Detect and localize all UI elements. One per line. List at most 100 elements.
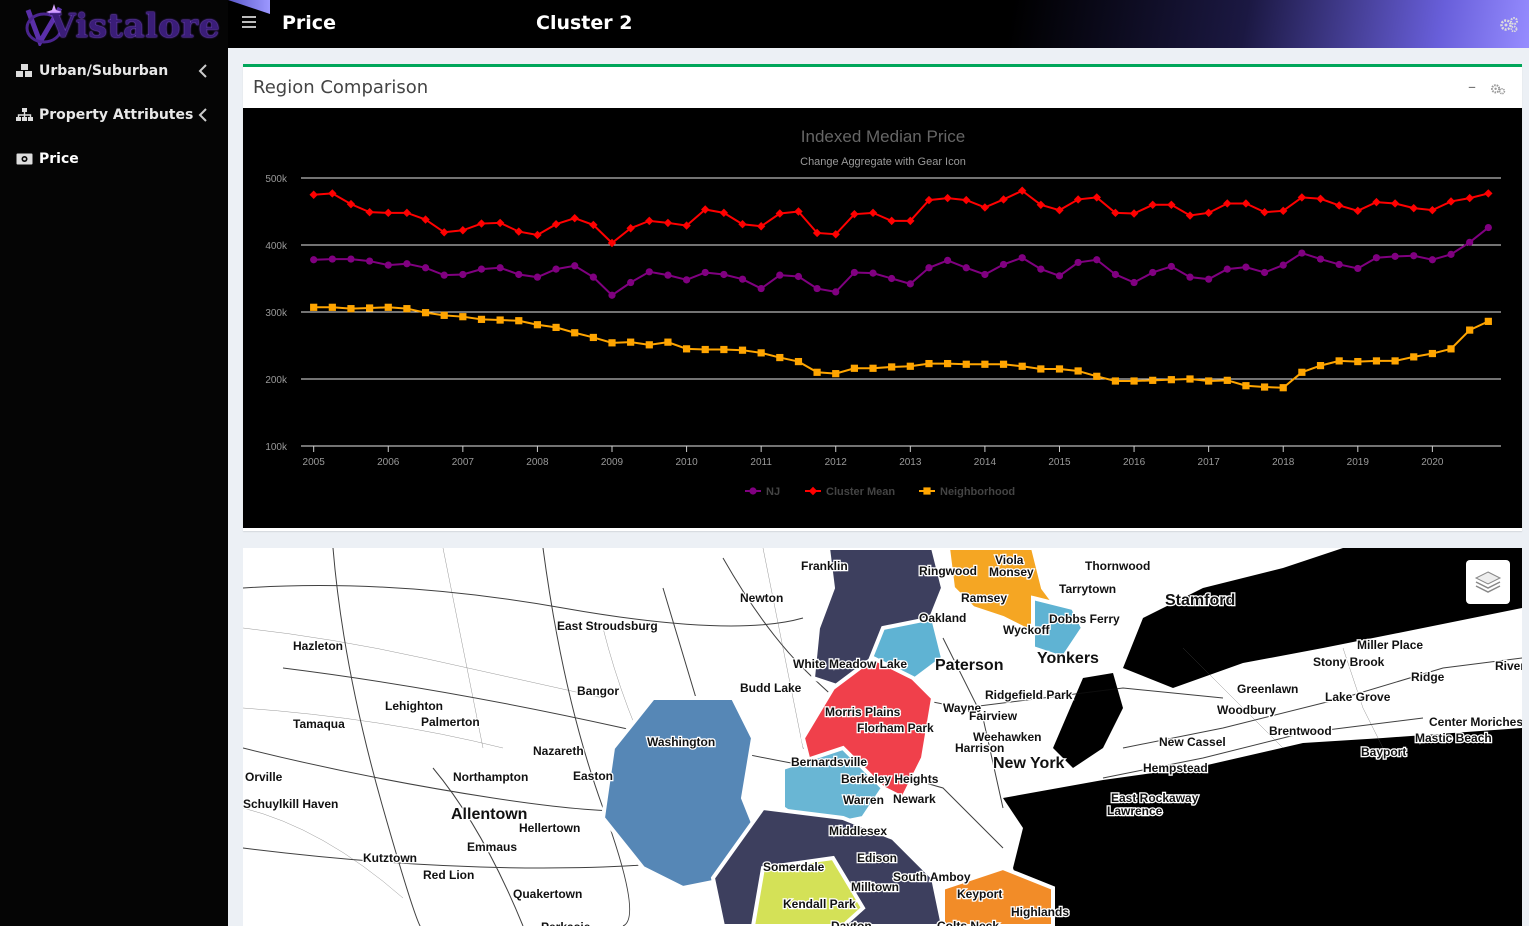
data-point[interactable]	[1484, 223, 1492, 232]
data-point[interactable]	[962, 360, 970, 368]
data-point[interactable]	[384, 261, 392, 269]
data-point[interactable]	[850, 364, 858, 372]
data-point[interactable]	[1390, 199, 1400, 208]
data-point[interactable]	[645, 341, 653, 349]
data-point[interactable]	[1298, 368, 1306, 376]
data-point[interactable]	[1055, 272, 1064, 280]
data-point[interactable]	[1167, 376, 1175, 384]
data-point[interactable]	[551, 220, 561, 229]
data-point[interactable]	[1410, 353, 1418, 361]
sidebar-item-property-attributes[interactable]: Property Attributes	[0, 97, 228, 133]
data-point[interactable]	[458, 226, 468, 235]
data-point[interactable]	[757, 284, 765, 293]
data-point[interactable]	[980, 203, 990, 212]
data-point[interactable]	[496, 316, 504, 324]
data-point[interactable]	[328, 189, 337, 198]
layers-control-button[interactable]	[1466, 560, 1510, 604]
data-point[interactable]	[328, 303, 336, 311]
data-point[interactable]	[495, 218, 505, 228]
data-point[interactable]	[1372, 254, 1381, 262]
data-point[interactable]	[719, 208, 729, 218]
data-point[interactable]	[1018, 362, 1026, 370]
data-point[interactable]	[1130, 278, 1138, 287]
data-point[interactable]	[1167, 200, 1176, 209]
data-point[interactable]	[627, 278, 635, 287]
data-point[interactable]	[1223, 265, 1231, 273]
data-point[interactable]	[645, 268, 653, 276]
legend-item[interactable]: Neighborhood	[940, 486, 1015, 498]
data-point[interactable]	[1149, 376, 1157, 384]
data-point[interactable]	[515, 317, 523, 325]
legend-item[interactable]: NJ	[766, 486, 780, 498]
data-point[interactable]	[1185, 211, 1195, 220]
data-point[interactable]	[1447, 250, 1455, 258]
data-point[interactable]	[850, 268, 858, 277]
data-point[interactable]	[1466, 238, 1474, 246]
data-point[interactable]	[1354, 357, 1362, 366]
data-point[interactable]	[515, 270, 523, 279]
data-point[interactable]	[1130, 377, 1138, 385]
data-point[interactable]	[1372, 357, 1381, 365]
data-point[interactable]	[1111, 270, 1120, 279]
data-point[interactable]	[477, 219, 486, 228]
data-point[interactable]	[962, 195, 971, 205]
data-point[interactable]	[440, 271, 448, 279]
data-point[interactable]	[701, 345, 709, 354]
data-point[interactable]	[1316, 194, 1325, 203]
data-point[interactable]	[533, 321, 542, 329]
data-point[interactable]	[1205, 275, 1213, 283]
data-point[interactable]	[1465, 193, 1474, 203]
data-point[interactable]	[459, 313, 467, 321]
data-point[interactable]	[1037, 265, 1045, 273]
data-point[interactable]	[1055, 205, 1064, 215]
data-point[interactable]	[682, 276, 691, 284]
legend-item[interactable]: Cluster Mean	[826, 486, 895, 498]
data-point[interactable]	[1279, 384, 1287, 392]
data-point[interactable]	[607, 238, 617, 248]
data-point[interactable]	[1074, 258, 1082, 267]
data-point[interactable]	[757, 349, 765, 357]
data-point[interactable]	[888, 363, 896, 371]
data-point[interactable]	[1298, 249, 1306, 257]
data-point[interactable]	[1372, 197, 1381, 207]
data-point[interactable]	[944, 359, 952, 368]
data-point[interactable]	[1260, 383, 1269, 391]
data-point[interactable]	[1447, 345, 1455, 353]
data-point[interactable]	[403, 260, 411, 268]
data-point[interactable]	[403, 305, 411, 313]
data-point[interactable]	[384, 208, 393, 218]
data-point[interactable]	[664, 271, 672, 279]
data-point[interactable]	[794, 272, 803, 281]
data-point[interactable]	[1204, 208, 1213, 218]
data-point[interactable]	[906, 216, 915, 226]
data-point[interactable]	[1484, 189, 1493, 198]
data-point[interactable]	[552, 323, 560, 332]
data-point[interactable]	[1242, 263, 1250, 271]
data-point[interactable]	[944, 256, 952, 265]
data-point[interactable]	[1353, 206, 1363, 216]
data-point[interactable]	[347, 305, 355, 313]
data-point[interactable]	[776, 271, 784, 279]
data-point[interactable]	[999, 195, 1008, 204]
data-point[interactable]	[906, 280, 914, 288]
data-point[interactable]	[738, 220, 747, 229]
gears-icon[interactable]	[1499, 16, 1519, 32]
data-point[interactable]	[1446, 197, 1456, 206]
data-point[interactable]	[1148, 200, 1157, 209]
data-point[interactable]	[421, 264, 430, 272]
data-point[interactable]	[384, 303, 392, 311]
data-point[interactable]	[1409, 203, 1418, 213]
data-point[interactable]	[1335, 357, 1343, 365]
data-point[interactable]	[1241, 199, 1251, 208]
data-point[interactable]	[1111, 377, 1120, 385]
data-point[interactable]	[813, 368, 821, 376]
data-point[interactable]	[1428, 256, 1436, 264]
data-point[interactable]	[1167, 262, 1175, 271]
data-point[interactable]	[1036, 200, 1046, 209]
data-point[interactable]	[1279, 206, 1288, 216]
data-point[interactable]	[1410, 252, 1418, 260]
data-point[interactable]	[1093, 372, 1101, 380]
data-point[interactable]	[1316, 362, 1325, 370]
data-point[interactable]	[868, 208, 878, 218]
